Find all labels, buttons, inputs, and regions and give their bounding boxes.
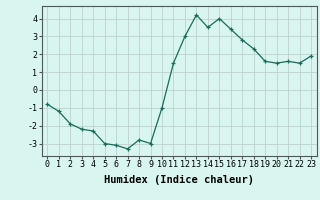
X-axis label: Humidex (Indice chaleur): Humidex (Indice chaleur) <box>104 175 254 185</box>
